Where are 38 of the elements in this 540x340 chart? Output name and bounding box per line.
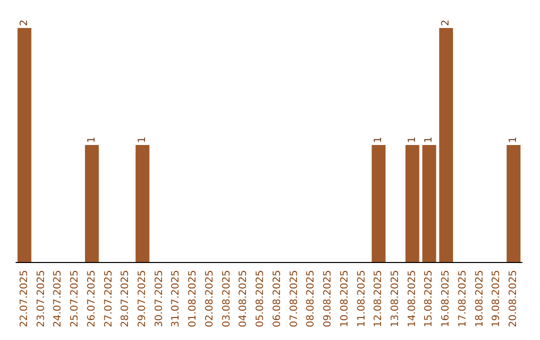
data-label: 1 [406,136,418,143]
x-tick-label: 23.07.2025 [36,270,47,328]
x-tick-label: 13.08.2025 [390,270,401,328]
data-label: 1 [86,136,98,143]
x-tick-label: 10.08.2025 [339,270,350,328]
x-tick-label: 17.08.2025 [457,270,468,328]
x-tick-label: 09.08.2025 [322,270,334,328]
x-tick-label: 15.08.2025 [424,270,435,328]
x-tick-label: 04.08.2025 [238,270,250,328]
x-tick-label: 30.07.2025 [154,270,165,328]
x-tick-label: 07.08.2025 [288,270,300,328]
x-tick-label: 08.08.2025 [306,270,317,328]
x-tick-label: 06.08.2025 [272,270,283,328]
x-tick-label: 16.08.2025 [440,270,452,328]
x-tick-label: 25.07.2025 [70,270,81,328]
x-tick-label: 26.07.2025 [86,270,98,328]
data-label: 1 [373,136,384,143]
data-label: 1 [508,136,520,143]
data-label: 1 [137,136,148,143]
x-tick-label: 03.08.2025 [221,270,232,328]
x-tick-label: 18.08.2025 [474,270,486,328]
x-tick-label: 29.07.2025 [137,270,148,328]
x-tick-label: 11.08.2025 [356,270,368,328]
x-tick-label: 27.07.2025 [103,270,114,328]
x-tick-label: 22.07.2025 [18,270,30,328]
x-tick-label: 12.08.2025 [373,270,384,328]
x-tick-label: 02.08.2025 [204,270,216,328]
x-tick-label: 05.08.2025 [255,270,266,328]
x-tick-label: 24.07.2025 [52,270,64,328]
x-tick-label: 14.08.2025 [406,270,418,328]
x-tick-label: 19.08.2025 [491,270,502,328]
x-tick-label: 01.08.2025 [188,270,199,328]
data-label: 1 [424,136,435,143]
x-tick-label: 31.07.2025 [170,270,182,328]
x-tick-label: 20.08.2025 [508,270,520,328]
x-tick-label: 28.07.2025 [120,270,132,328]
data-label: 2 [440,20,452,26]
data-label: 2 [18,20,30,26]
